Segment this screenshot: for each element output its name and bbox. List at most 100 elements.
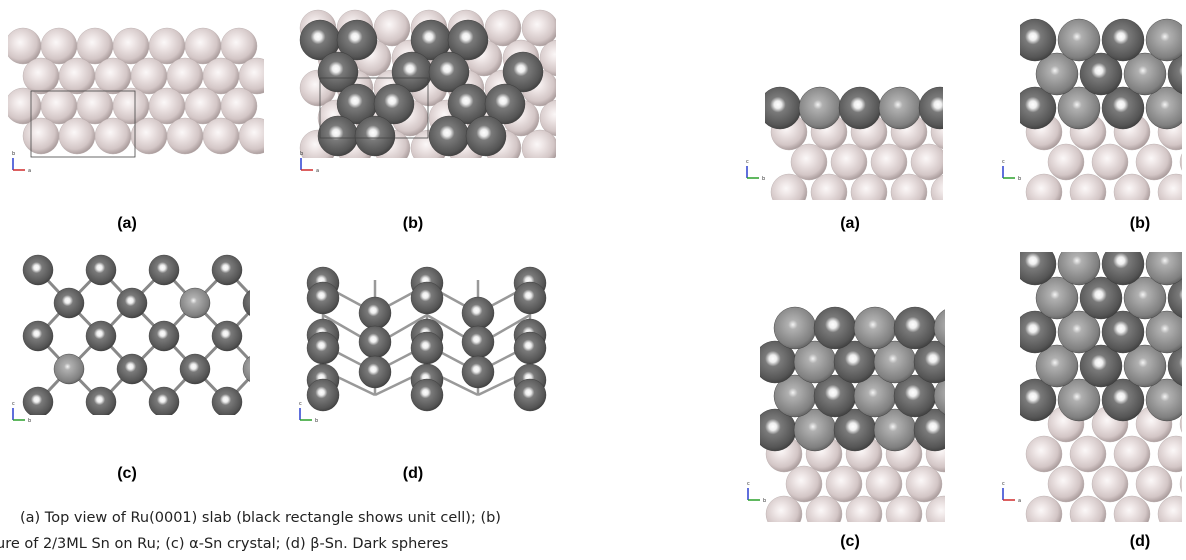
atom: [866, 466, 902, 502]
axis-label: c: [12, 401, 15, 407]
atom: [814, 307, 856, 349]
axis-label: b: [315, 418, 318, 424]
axis-triad: ba: [12, 151, 31, 174]
axis-triad: cb: [1002, 159, 1021, 182]
structure-image: [5, 28, 275, 157]
caption-line: (a) Top view of Ru(0001) slab (black rec…: [20, 510, 501, 526]
axis-label: b: [1018, 176, 1021, 182]
atom: [522, 130, 558, 166]
atom: [1114, 496, 1150, 532]
panel-label: (d): [403, 465, 423, 482]
panel-label: (d): [1130, 533, 1150, 550]
atom: [203, 118, 239, 154]
atom: [1102, 19, 1144, 61]
atom: [5, 88, 41, 124]
atom: [540, 40, 576, 76]
structure-image: [300, 10, 576, 166]
atom: [851, 174, 887, 210]
atom: [117, 288, 147, 318]
atom: [1092, 466, 1128, 502]
axis-label: b: [12, 151, 15, 157]
atom: [934, 307, 976, 349]
atom: [1158, 496, 1186, 532]
atom: [1058, 19, 1100, 61]
panel-label: (a): [840, 215, 860, 232]
axis-label: a: [1018, 498, 1021, 504]
atom: [221, 88, 257, 124]
atom: [854, 307, 896, 349]
atom: [212, 321, 242, 351]
structure-image: [23, 255, 273, 417]
panel-label: (b): [403, 215, 423, 232]
atom: [1146, 243, 1186, 285]
atom: [1158, 174, 1186, 210]
atom: [180, 354, 210, 384]
structure-image: [1014, 19, 1186, 210]
panel-label: (b): [1130, 215, 1150, 232]
atom: [86, 387, 116, 417]
axis-label: c: [1002, 481, 1005, 487]
atom: [54, 288, 84, 318]
panel-label: (c): [117, 465, 137, 482]
atom: [54, 354, 84, 384]
caption-line: ure of 2/3ML Sn on Ru; (c) α-Sn crystal;…: [0, 536, 448, 552]
atom: [462, 356, 494, 388]
atom: [221, 28, 257, 64]
atom: [466, 116, 506, 156]
structure-image: [754, 307, 982, 532]
atom: [759, 87, 801, 129]
atom: [1026, 436, 1062, 472]
atom: [1136, 144, 1172, 180]
atom: [799, 87, 841, 129]
axis-label: c: [746, 159, 749, 165]
atom: [117, 354, 147, 384]
atom: [374, 10, 410, 46]
atom: [203, 58, 239, 94]
atom: [1048, 466, 1084, 502]
atom: [906, 466, 942, 502]
atom: [149, 321, 179, 351]
atom: [540, 100, 576, 136]
atom: [846, 496, 882, 532]
atom: [931, 174, 967, 210]
atom: [23, 255, 53, 285]
axis-label: b: [763, 498, 766, 504]
atom: [243, 354, 273, 384]
axis-triad: cb: [746, 159, 765, 182]
atom: [355, 116, 395, 156]
atom: [113, 88, 149, 124]
figure: (a) (b) (c) (d) (a) (b) (c) (d) (a) Top …: [0, 0, 1186, 560]
atom: [919, 87, 961, 129]
atom: [86, 321, 116, 351]
atom: [894, 307, 936, 349]
atom: [766, 496, 802, 532]
atom: [212, 387, 242, 417]
atom: [212, 255, 242, 285]
atom: [318, 116, 358, 156]
atom: [1114, 174, 1150, 210]
atom: [514, 282, 546, 314]
atom: [23, 118, 59, 154]
atom: [131, 58, 167, 94]
atom: [811, 174, 847, 210]
atom: [831, 144, 867, 180]
atom: [891, 174, 927, 210]
atom: [95, 118, 131, 154]
atom: [185, 88, 221, 124]
atom: [41, 88, 77, 124]
atom: [1114, 436, 1150, 472]
atom: [1070, 496, 1106, 532]
atom: [462, 297, 494, 329]
atom: [149, 28, 185, 64]
axis-triad: cb: [747, 481, 766, 504]
atom: [951, 144, 987, 180]
axis-triad: ca: [1002, 481, 1021, 504]
atom: [113, 28, 149, 64]
atom: [791, 144, 827, 180]
atom: [1026, 174, 1062, 210]
atom: [774, 307, 816, 349]
atom: [243, 288, 273, 318]
atom: [826, 466, 862, 502]
atom: [149, 88, 185, 124]
atom: [786, 466, 822, 502]
